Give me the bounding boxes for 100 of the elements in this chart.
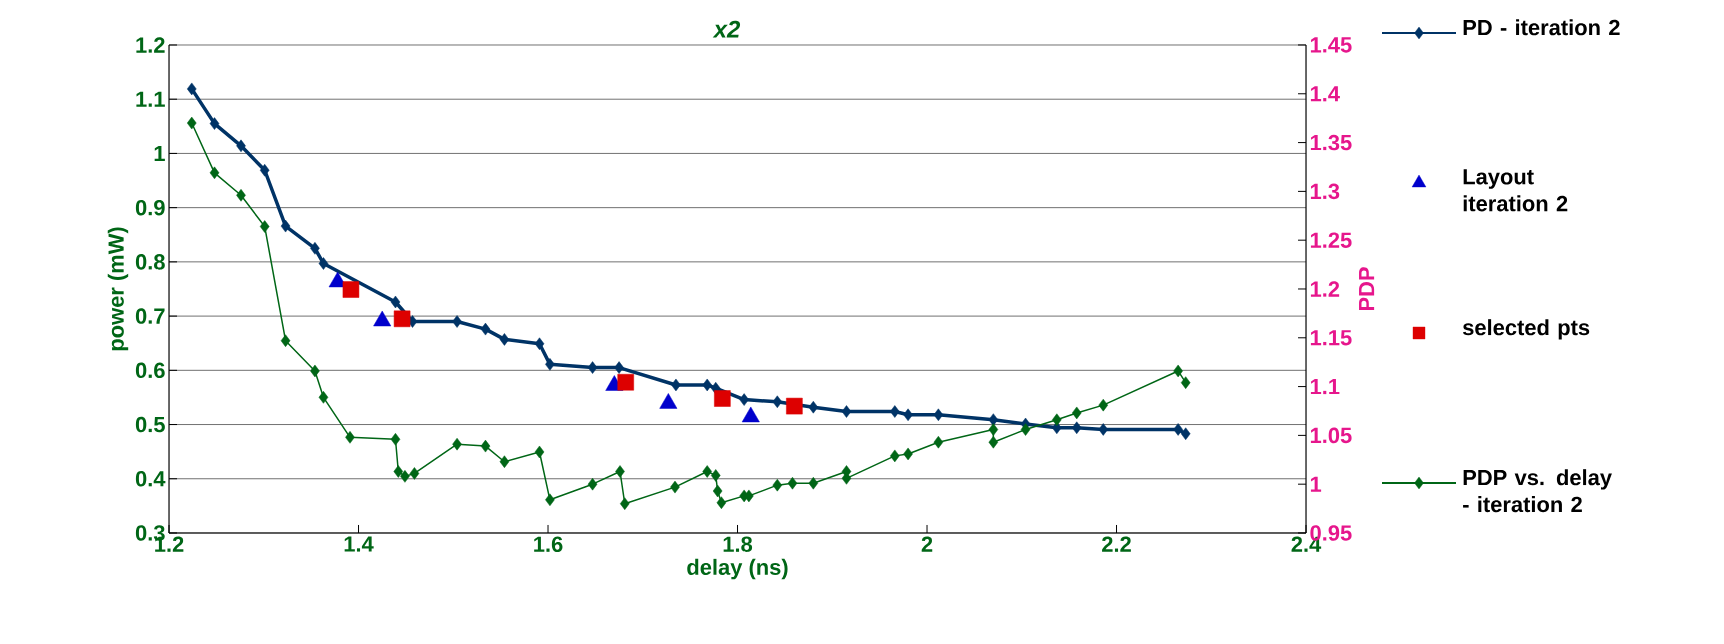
y-tick-label: 0.6 [135,362,165,379]
point [808,476,819,490]
y-tick-label: 0.8 [135,254,165,270]
y-tick-label: 0.7 [135,308,165,324]
point [1098,423,1108,436]
point [499,333,510,346]
point [702,465,712,478]
point [480,439,491,453]
y-tick-label: 0.5 [135,416,165,433]
x-tick-label: 1.8 [723,536,753,553]
x-tick-label: 2 [921,536,933,552]
point [786,397,803,415]
point [342,281,360,298]
legend-label: PDP vs. delay - iteration 2 [1463,469,1612,513]
point [988,413,999,426]
point [744,489,754,503]
point [714,390,731,407]
y2-tick-label: 1 [1310,476,1322,492]
point [409,467,420,480]
legend-label: PD - iteration 2 [1463,19,1620,36]
point [702,378,712,392]
point [988,435,999,449]
y2-tick-label: 1.3 [1310,183,1340,200]
point [310,242,320,255]
y2-tick-label: 1.4 [1310,86,1340,102]
y-tick-label: 0.9 [135,199,165,216]
point [400,470,410,483]
y2-tick-label: 1.05 [1310,427,1352,444]
point [480,322,491,336]
point [280,334,291,347]
point [620,497,630,510]
point [236,189,246,202]
point [614,361,624,374]
point [617,374,634,391]
point [345,431,355,444]
point [452,315,462,328]
point [933,435,944,449]
x-axis-title: delay (ns) [687,558,788,580]
point [787,476,798,490]
point [670,480,680,494]
point [280,219,291,233]
point [209,117,220,130]
point [1180,427,1191,441]
point [390,433,401,446]
y2-tick-label: 1.2 [1310,281,1340,297]
y2-tick-label: 1.35 [1310,134,1352,151]
point [1071,421,1082,435]
legend-label: Layout iteration 2 [1463,169,1568,212]
y-axis-title: power (mW) [107,227,129,351]
point [587,361,598,374]
y-tick-label: 0.4 [135,471,166,487]
point [808,400,819,414]
x-tick-label: 1.6 [534,536,563,553]
y2-tick-label: 1.1 [1310,379,1340,395]
point [499,455,510,468]
point [710,469,721,482]
point [545,493,555,507]
x-tick-label: 2.2 [1102,536,1131,552]
point [772,478,783,492]
y-tick-label: 1 [154,145,165,161]
point [1071,406,1082,420]
point [1098,398,1108,412]
point [452,437,462,451]
point [1173,364,1183,378]
point [615,465,625,478]
point [988,423,999,436]
point [236,139,246,153]
point [393,310,411,328]
legend-label: selected pts [1462,319,1590,340]
point [1173,423,1183,436]
point [259,220,270,233]
point [534,337,545,350]
point [209,166,220,180]
point [1020,423,1031,436]
point [393,465,404,478]
point [1052,413,1062,427]
y2-tick-label: 1.15 [1310,330,1352,346]
point [739,393,749,406]
y-tick-label: 1.1 [136,91,165,107]
y2-tick-label: 1.45 [1310,37,1352,53]
point [890,405,900,418]
point [671,378,681,392]
point [187,116,197,130]
point [534,445,545,459]
point [318,257,329,270]
point [545,358,555,371]
point [259,163,270,177]
point [716,496,727,509]
point [903,447,913,461]
point [712,484,723,498]
y2-tick-label: 1.25 [1310,232,1352,248]
point [587,477,598,491]
y-tick-label: 1.2 [136,37,165,53]
point [1180,376,1191,389]
point [187,82,197,96]
point [903,408,913,422]
point [390,295,401,309]
point [890,449,900,463]
point [933,408,944,422]
chart-title: x2 [712,20,741,38]
